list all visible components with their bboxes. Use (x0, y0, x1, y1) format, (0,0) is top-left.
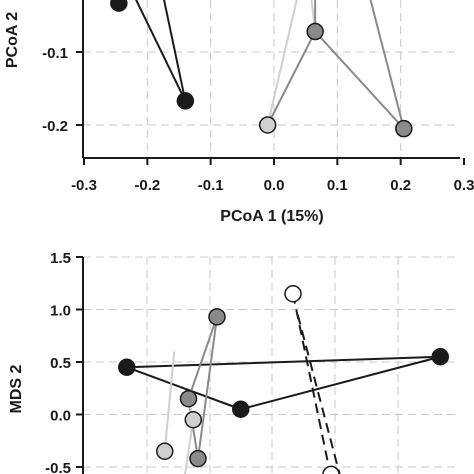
data-point (208, 308, 226, 326)
series-line (187, 316, 218, 400)
series-line (135, 0, 187, 102)
series-line (126, 355, 441, 369)
data-point (431, 348, 449, 366)
series-line (266, 31, 317, 126)
mds-panel: -0.5 0.0 0.5 1.0 1.5 MDS 2 (8, 250, 460, 474)
y-axis-title: PCoA 2 (4, 12, 21, 68)
data-point (258, 116, 277, 134)
data-point (189, 449, 207, 468)
data-point (232, 400, 250, 418)
x-tick-label: 0.0 (264, 177, 285, 194)
series-line (369, 0, 405, 129)
series-line (126, 366, 242, 411)
plot-area (118, 285, 449, 474)
y-tick-label: -0.1 (42, 45, 68, 62)
y-tick-label: 1.5 (50, 250, 71, 267)
x-tick-label: -0.2 (134, 177, 160, 194)
data-point (156, 442, 174, 460)
data-point (184, 411, 202, 429)
data-point (395, 119, 413, 138)
data-point (306, 22, 324, 41)
data-point (176, 92, 195, 110)
y-axis-title: MDS 2 (8, 364, 25, 413)
x-tick-label: 0.2 (390, 177, 411, 194)
x-tick-label: -0.3 (71, 177, 97, 194)
data-point (118, 358, 136, 376)
series-line (184, 419, 195, 474)
plot-area (110, 0, 413, 138)
series-line (310, 0, 317, 32)
series-line (296, 314, 341, 474)
data-point (322, 465, 340, 474)
x-tick-label: 0.3 (454, 177, 474, 194)
y-tick-label: 0.0 (50, 408, 71, 425)
series-line (197, 316, 218, 459)
x-tick-label: -0.1 (198, 177, 224, 194)
x-axis-title: PCoA 1 (15%) (220, 208, 323, 225)
series-line (163, 0, 187, 102)
data-point (284, 285, 302, 303)
series-line (314, 30, 405, 130)
y-tick-label: 0.5 (50, 355, 71, 372)
data-point (179, 390, 198, 408)
series-line (240, 355, 441, 411)
y-tick-label: -0.2 (42, 118, 68, 135)
data-point (110, 0, 128, 12)
y-tick-label: 1.0 (50, 303, 71, 320)
y-tick-label: -0.5 (45, 460, 71, 474)
series-line (266, 0, 298, 126)
pcoa-panel: -0.3 -0.2 -0.1 0.0 0.1 0.2 0.3 -0.2 -0.1 PCoA 1 (… (4, 0, 474, 225)
series-line (163, 351, 176, 452)
x-tick-label: 0.1 (327, 177, 348, 194)
